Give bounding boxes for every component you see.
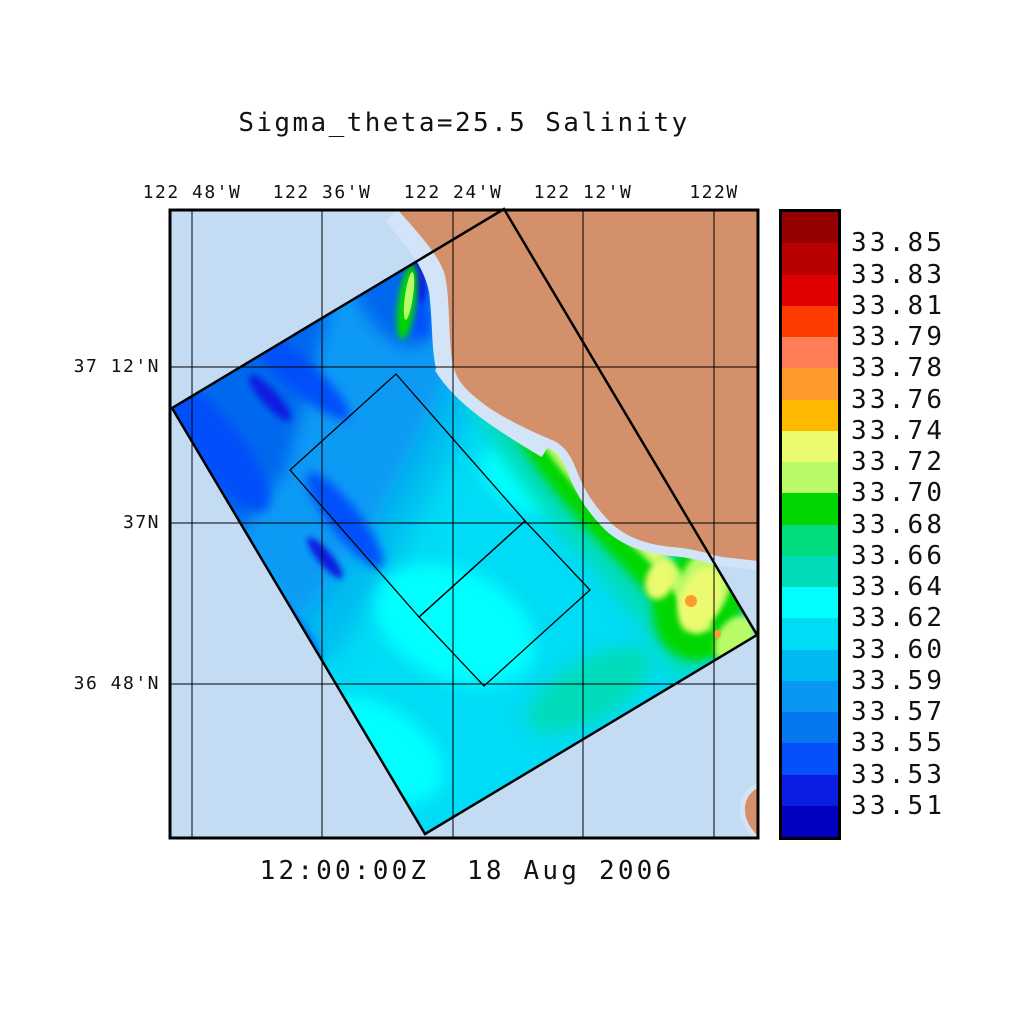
colorbar bbox=[779, 209, 841, 840]
colorbar-band bbox=[782, 212, 838, 244]
colorbar-tick-label: 33.74 bbox=[851, 415, 946, 446]
colorbar-band bbox=[782, 274, 838, 306]
land-mass bbox=[398, 210, 758, 561]
colorbar-band bbox=[782, 305, 838, 337]
colorbar-band bbox=[782, 712, 838, 744]
colorbar-band bbox=[782, 680, 838, 712]
colorbar-band bbox=[782, 368, 838, 400]
colorbar-tick-label: 33.81 bbox=[851, 290, 946, 321]
plot-title: Sigma_theta=25.5 Salinity bbox=[238, 108, 690, 138]
colorbar-tick-label: 33.64 bbox=[851, 572, 946, 602]
colorbar-tick-label: 33.85 bbox=[851, 228, 946, 259]
colorbar-band bbox=[782, 805, 838, 837]
timestamp-label: 12:00:00Z 18 Aug 2006 bbox=[259, 856, 675, 886]
y-tick-label: 36 48'N bbox=[73, 673, 160, 694]
colorbar-band bbox=[782, 399, 838, 431]
colorbar-tick-label: 33.79 bbox=[851, 322, 946, 352]
colorbar-band bbox=[782, 243, 838, 275]
y-tick-label: 37N bbox=[122, 512, 160, 533]
monterey-peninsula-land bbox=[744, 788, 758, 836]
colorbar-tick-label: 33.57 bbox=[851, 697, 946, 727]
colorbar-band bbox=[782, 430, 838, 462]
colorbar-tick-label: 33.83 bbox=[851, 259, 946, 290]
colorbar-band bbox=[782, 337, 838, 369]
colorbar-tick-label: 33.78 bbox=[851, 353, 946, 384]
colorbar-band bbox=[782, 649, 838, 681]
x-tick-label: 122 24'W bbox=[403, 182, 503, 203]
colorbar-tick-label: 33.62 bbox=[851, 603, 946, 634]
nested-domain-outline-2 bbox=[418, 520, 591, 687]
colorbar-tick-label: 33.76 bbox=[851, 384, 946, 415]
colorbar-band bbox=[782, 743, 838, 775]
colorbar-band bbox=[782, 587, 838, 619]
x-tick-label: 122W bbox=[689, 182, 739, 203]
colorbar-tick-label: 33.66 bbox=[851, 540, 946, 571]
x-tick-label: 122 36'W bbox=[272, 182, 372, 203]
colorbar-band bbox=[782, 618, 838, 650]
colorbar-tick-label: 33.68 bbox=[851, 509, 946, 540]
colorbar-tick-label: 33.70 bbox=[851, 478, 946, 509]
colorbar-band bbox=[782, 493, 838, 525]
colorbar-tick-label: 33.55 bbox=[851, 728, 946, 759]
colorbar-tick-label: 33.59 bbox=[851, 665, 946, 696]
colorbar-tick-label: 33.60 bbox=[851, 634, 946, 665]
x-tick-label: 122 12'W bbox=[533, 182, 633, 203]
grid-lines bbox=[170, 210, 758, 838]
colorbar-tick-label: 33.72 bbox=[851, 447, 946, 477]
model-domain-outline bbox=[170, 207, 759, 836]
colorbar-tick-label: 33.51 bbox=[851, 790, 946, 821]
y-tick-label: 37 12'N bbox=[73, 356, 160, 377]
colorbar-band bbox=[782, 555, 838, 587]
colorbar-band bbox=[782, 774, 838, 806]
colorbar-band bbox=[782, 524, 838, 556]
x-tick-label: 122 48'W bbox=[142, 182, 242, 203]
colorbar-tick-label: 33.53 bbox=[851, 759, 946, 790]
map-frame bbox=[168, 208, 760, 840]
colorbar-band bbox=[782, 462, 838, 494]
